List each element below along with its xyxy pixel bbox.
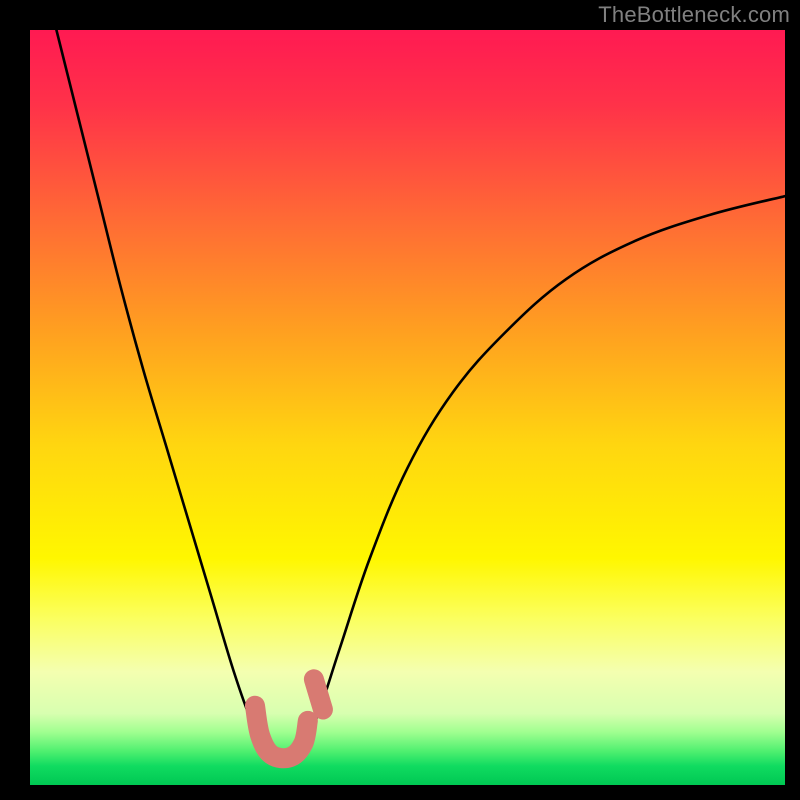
chart-frame: { "watermark": { "text": "TheBottleneck.… xyxy=(0,0,800,800)
valley-marker-tick xyxy=(314,679,323,709)
gradient-background xyxy=(30,30,785,785)
bottleneck-chart xyxy=(30,30,785,785)
watermark-text: TheBottleneck.com xyxy=(598,2,790,28)
